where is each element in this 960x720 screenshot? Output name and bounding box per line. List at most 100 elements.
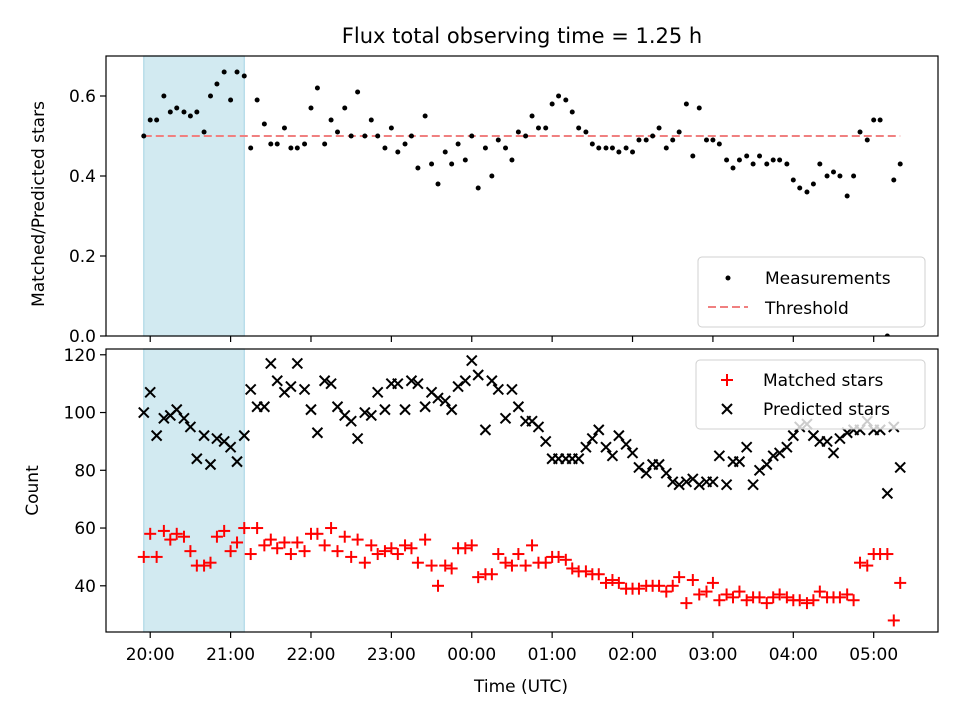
measurement-point [314, 85, 320, 91]
predicted-marker [486, 375, 498, 387]
measurement-point [228, 97, 234, 103]
matched-marker [164, 533, 177, 546]
measurement-point [663, 145, 669, 151]
matched-marker [499, 556, 512, 569]
measurement-point [623, 145, 629, 151]
y-tick-label: 100 [64, 404, 96, 424]
matched-marker [459, 542, 472, 555]
measurement-point [181, 109, 187, 115]
predicted-marker [834, 432, 846, 445]
matched-marker [351, 533, 364, 546]
matched-marker [399, 539, 412, 552]
ratio-legend-box [697, 256, 926, 328]
predicted-marker [271, 375, 283, 387]
measurement-point [824, 173, 830, 179]
predicted-marker [178, 412, 190, 425]
measurement-point [616, 149, 622, 155]
predicted-marker [405, 375, 418, 387]
measurement-point [523, 133, 529, 139]
measurement-point [724, 157, 730, 163]
count-axes-frame [105, 348, 939, 633]
matched-marker [606, 574, 619, 587]
predicted-marker [492, 383, 504, 396]
measurement-point [750, 161, 756, 167]
predicted-marker [821, 435, 833, 448]
measurement-point [154, 117, 160, 123]
predicted-marker [224, 441, 237, 453]
measurement-point [515, 129, 521, 135]
x-tick-label: 05:00 [849, 645, 898, 665]
matched-marker [231, 536, 244, 549]
predicted-marker [211, 432, 223, 445]
predicted-marker [580, 441, 592, 453]
measurement-point [495, 137, 501, 143]
measurement-point [770, 157, 776, 163]
predicted-marker [138, 406, 150, 419]
matched-marker [198, 559, 211, 572]
measurement-point [248, 145, 254, 151]
measurement-point [696, 105, 702, 111]
predicted-marker [379, 403, 391, 416]
measurement-point [777, 157, 783, 163]
predicted-marker [445, 403, 458, 416]
x-axis-label: Time (UTC) [473, 677, 568, 697]
measurement-point [736, 157, 742, 163]
predicted-marker [371, 386, 384, 399]
matched-marker [238, 522, 251, 535]
predicted-marker [740, 441, 753, 453]
matched-marker [170, 527, 183, 540]
matched-marker [264, 533, 277, 546]
x-tick-label: 22:00 [286, 645, 335, 665]
measurement-point [556, 93, 562, 99]
measurement-point [335, 129, 341, 135]
measurement-point [630, 149, 636, 155]
measurement-point [730, 165, 736, 171]
measurement-point [764, 161, 770, 167]
measurement-point [703, 137, 709, 143]
matched-marker [358, 556, 371, 569]
count-legend-box [695, 359, 926, 430]
legend-matched-label: Matched stars [763, 371, 883, 391]
measurement-points [141, 69, 903, 336]
ratio-legend: Measurements Threshold [697, 256, 926, 328]
matched-marker [632, 582, 645, 595]
predicted-marker [204, 458, 217, 471]
measurement-point [716, 141, 722, 147]
matched-marker [425, 559, 438, 572]
measurement-point [201, 129, 207, 135]
measurement-point [603, 145, 609, 151]
measurement-point [576, 125, 582, 131]
predicted-marker [713, 450, 726, 462]
y-tick-label: 80 [74, 461, 96, 481]
predicted-marker [680, 476, 693, 488]
matched-marker [519, 559, 532, 572]
measurement-point [817, 161, 823, 167]
y-tick-label: 0.0 [69, 327, 96, 347]
measurement-point [362, 133, 368, 139]
matched-marker [258, 539, 271, 552]
measurement-point [884, 333, 890, 336]
predicted-marker [733, 455, 746, 468]
matched-marker [793, 594, 806, 607]
measurement-point [395, 149, 401, 155]
measurement-point [355, 89, 361, 95]
matched-marker [706, 576, 719, 589]
x-tick-label: 02:00 [608, 645, 657, 665]
predicted-marker [673, 479, 685, 491]
matched-marker [733, 585, 746, 598]
measurement-point [449, 161, 455, 167]
predicted-marker [325, 377, 337, 390]
matched-marker [311, 527, 324, 540]
matched-marker [218, 524, 231, 537]
measurement-point [609, 145, 615, 151]
y-tick-label: 0.6 [69, 87, 96, 107]
measurement-point [710, 137, 716, 143]
predicted-marker [291, 357, 304, 370]
measurement-point [187, 113, 193, 119]
matched-marker [472, 571, 485, 584]
matched-marker [378, 545, 391, 558]
matched-marker [331, 545, 344, 558]
predicted-marker [761, 458, 773, 471]
ratio-y-axis-label: Matched/Predicted stars [29, 101, 49, 307]
